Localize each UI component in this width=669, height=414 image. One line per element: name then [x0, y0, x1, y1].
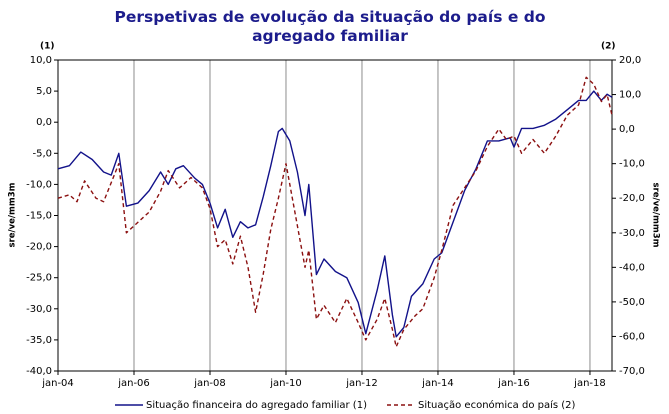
y-tick-label: -40,0 — [26, 366, 52, 377]
y2-tick-label: -10,0 — [619, 159, 645, 170]
y2-tick-label: -60,0 — [619, 331, 645, 342]
y-axis-label: sre/ve/mm3m — [8, 182, 18, 247]
y-tick-label: 10,0 — [30, 55, 52, 66]
legend-label: Situação económica do país (2) — [418, 399, 576, 411]
y-tick-label: -25,0 — [26, 273, 52, 284]
y2-tick-label: 0,0 — [619, 124, 635, 135]
y2-tick-label: -50,0 — [619, 297, 645, 308]
x-tick-label: jan-12 — [345, 378, 378, 389]
y2-tick-label: -30,0 — [619, 228, 645, 239]
x-tick-label: jan-08 — [193, 378, 226, 389]
chart-title: Perspetivas de evolução da situação do p… — [114, 8, 546, 45]
y-tick-label: -20,0 — [26, 242, 52, 253]
y2-tick-label: -40,0 — [619, 262, 645, 273]
y2-tick-label: 10,0 — [619, 90, 641, 101]
y-tick-label: 0,0 — [36, 117, 52, 128]
legend-label: Situação financeira do agregado familiar… — [146, 400, 367, 411]
x-tick-label: jan-16 — [497, 378, 530, 389]
series-line — [57, 90, 613, 338]
series-line — [57, 76, 613, 348]
y2-axis-label: sre/ve/mm3m — [651, 182, 661, 247]
y2-tick-label: -70,0 — [619, 366, 645, 377]
y-tick-label: -35,0 — [26, 335, 52, 346]
y-annotation: (1) — [40, 42, 55, 52]
y-tick-label: -10,0 — [26, 179, 52, 190]
x-tick-label: jan-10 — [269, 378, 302, 389]
y-tick-label: 5,0 — [36, 86, 52, 97]
y-tick-label: -30,0 — [26, 304, 52, 315]
x-tick-label: jan-04 — [41, 378, 74, 389]
y-tick-label: -5,0 — [32, 148, 52, 159]
y2-annotation: (2) — [601, 42, 616, 52]
y-tick-label: -15,0 — [26, 211, 52, 222]
x-tick-label: jan-18 — [573, 378, 606, 389]
y2-tick-label: -20,0 — [619, 193, 645, 204]
y2-tick-label: 20,0 — [619, 55, 641, 66]
x-tick-label: jan-14 — [421, 378, 454, 389]
x-tick-label: jan-06 — [117, 378, 150, 389]
plot-frame — [57, 59, 613, 372]
